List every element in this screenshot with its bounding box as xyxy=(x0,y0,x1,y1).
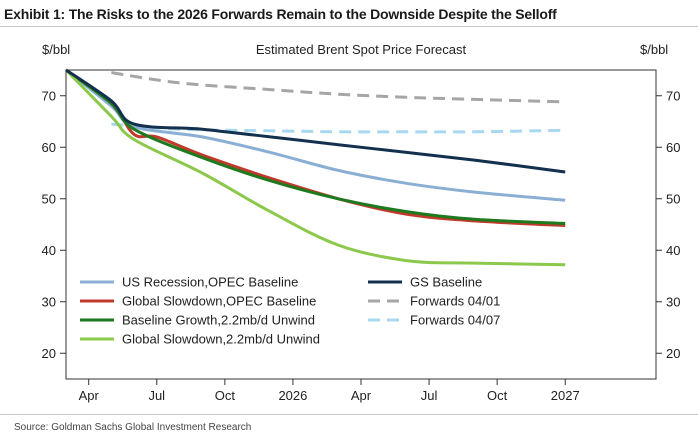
y-tick-label-right: 40 xyxy=(666,243,680,258)
y-tick-label-right: 50 xyxy=(666,191,680,206)
x-tick-label: Jul xyxy=(148,388,165,403)
x-tick-label: Oct xyxy=(215,388,236,403)
legend-label: Global Slowdown,2.2mb/d Unwind xyxy=(122,332,320,347)
y-tick-label-left: 50 xyxy=(42,191,56,206)
legend-label: Baseline Growth,2.2mb/d Unwind xyxy=(122,313,315,328)
chart-title: Estimated Brent Spot Price Forecast xyxy=(256,42,467,57)
legend-label: US Recession,OPEC Baseline xyxy=(122,275,298,290)
y-tick-label-left: 60 xyxy=(42,140,56,155)
exhibit-title: Exhibit 1: The Risks to the 2026 Forward… xyxy=(4,6,557,22)
source-divider xyxy=(0,414,698,415)
y-tick-label-left: 40 xyxy=(42,243,56,258)
source-note: Source: Goldman Sachs Global Investment … xyxy=(14,422,252,433)
y-axis-label-right: $/bbl xyxy=(640,42,668,57)
series-line-4 xyxy=(65,68,566,174)
series-line-1 xyxy=(65,68,566,227)
brent-forecast-chart: Estimated Brent Spot Price Forecast $/bb… xyxy=(42,42,681,403)
y-tick-label-left: 20 xyxy=(42,346,56,361)
x-tick-label: 2027 xyxy=(551,388,580,403)
y-tick-label-right: 30 xyxy=(666,294,680,309)
y-tick-label-right: 70 xyxy=(666,88,680,103)
series-line-2 xyxy=(65,68,566,225)
y-tick-label-right: 60 xyxy=(666,140,680,155)
y-tick-label-left: 30 xyxy=(42,294,56,309)
series-line-3 xyxy=(64,68,566,267)
x-tick-label: Apr xyxy=(351,388,372,403)
y-tick-label-left: 70 xyxy=(42,88,56,103)
legend-label: Forwards 04/07 xyxy=(410,313,500,328)
legend-label: GS Baseline xyxy=(410,275,482,290)
y-axis-label-left: $/bbl xyxy=(42,42,70,57)
x-tick-label: Apr xyxy=(79,388,100,403)
x-tick-label: Jul xyxy=(421,388,438,403)
series-line-5 xyxy=(111,71,566,104)
y-tick-label-right: 20 xyxy=(666,346,680,361)
x-tick-label: 2026 xyxy=(278,388,307,403)
legend-label: Forwards 04/01 xyxy=(410,294,500,309)
title-divider xyxy=(0,26,698,27)
x-tick-label: Oct xyxy=(487,388,508,403)
legend-label: Global Slowdown,OPEC Baseline xyxy=(122,294,316,309)
